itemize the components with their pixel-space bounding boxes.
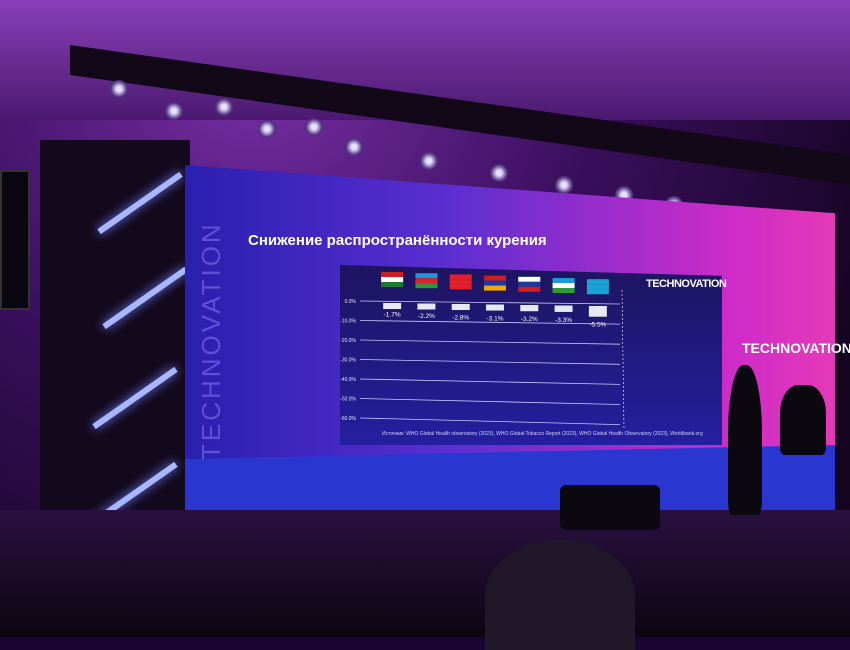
- data-label: -2.8%: [452, 314, 469, 321]
- data-label: -3.2%: [521, 316, 538, 323]
- stage-light: [305, 118, 323, 136]
- y-tick-label: -30.0%: [340, 358, 356, 364]
- dashed-divider: [621, 289, 625, 431]
- bar: [383, 303, 402, 309]
- stage-light: [258, 120, 276, 138]
- gridline: [359, 378, 621, 385]
- flag-stripe: [449, 284, 472, 290]
- flag-stripe: [484, 275, 506, 281]
- stage-light: [165, 102, 183, 120]
- bar: [554, 305, 573, 312]
- stage-light: [215, 98, 233, 116]
- flag-stripe: [449, 274, 472, 280]
- flag-stripe: [381, 272, 404, 277]
- slide-source: Источник: WHO Global Health observatory …: [382, 431, 703, 437]
- flag-stripe: [415, 283, 438, 289]
- flag-stripe: [381, 282, 404, 287]
- flag-stripe: [552, 278, 575, 283]
- bar: [520, 305, 539, 312]
- stage-light: [110, 80, 128, 98]
- bar: [417, 303, 436, 310]
- y-tick-label: 0.0%: [345, 299, 357, 305]
- flag-stripe: [381, 277, 404, 282]
- data-label: -3.3%: [555, 317, 572, 324]
- stage-monitor-speaker: [560, 485, 660, 530]
- bar: [486, 304, 504, 311]
- flag-stripe: [586, 284, 609, 290]
- y-tick-label: -20.0%: [340, 338, 356, 344]
- data-label: -1.7%: [384, 311, 401, 318]
- stage-light: [490, 164, 508, 182]
- stage-light: [345, 138, 363, 156]
- flag-stripe: [518, 286, 541, 292]
- y-tick-label: -10.0%: [340, 319, 356, 325]
- speaker: [728, 365, 762, 515]
- flag-stripe: [484, 285, 506, 291]
- flag-stripe: [552, 283, 575, 288]
- stage-brand-logo: TECHNOVATION: [742, 340, 850, 356]
- slide-side-text: TECHNOVATION: [196, 221, 226, 460]
- stage-light: [555, 176, 573, 194]
- flag-stripe: [518, 276, 541, 282]
- flag-stripe: [415, 273, 438, 279]
- led-frame: [40, 140, 190, 560]
- data-label: -3.1%: [487, 316, 504, 323]
- slide-title: Снижение распространённости курения: [248, 232, 547, 249]
- slide-brand-logo: TECHNOVATION: [646, 278, 727, 290]
- y-tick-label: -40.0%: [340, 377, 356, 383]
- flag-stripe: [415, 278, 438, 284]
- gridline: [359, 339, 621, 345]
- data-label: -2.2%: [418, 313, 435, 320]
- side-monitor: [0, 170, 30, 310]
- stage-floor: [0, 510, 850, 637]
- stage-light: [420, 152, 438, 170]
- flag-stripe: [484, 280, 506, 286]
- flag-stripe: [518, 281, 541, 287]
- gridline: [359, 398, 621, 405]
- audience-head: [485, 540, 635, 650]
- flag-stripe: [552, 288, 575, 293]
- data-label: -5.5%: [589, 322, 606, 329]
- gridline: [359, 417, 621, 425]
- flag-stripe: [449, 279, 472, 285]
- y-tick-label: -60.0%: [340, 416, 356, 422]
- gridline: [359, 320, 621, 325]
- flag-stripe: [586, 279, 609, 285]
- bar: [588, 306, 607, 317]
- smoking-decline-chart: 0.0% -10.0% -20.0% -30.0% -40.0% -50.0% -60.0%…: [340, 272, 625, 431]
- flag-stripe: [586, 289, 609, 295]
- y-tick-label: -50.0%: [340, 397, 356, 403]
- gridline: [359, 300, 621, 305]
- chart-panel: [340, 265, 722, 445]
- seated-guest: [780, 385, 826, 455]
- gridline: [359, 359, 621, 365]
- bar: [451, 304, 470, 310]
